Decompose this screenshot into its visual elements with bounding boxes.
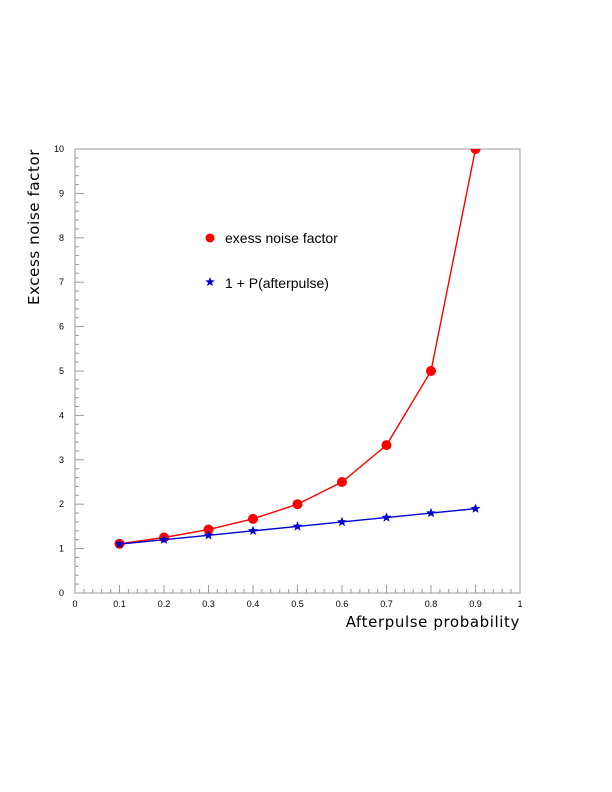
series-layer [114,149,481,549]
data-point-circle [248,513,258,524]
data-point-circle [337,477,347,487]
data-point-star [248,525,258,536]
data-point-star [381,512,392,522]
data-point-star [292,521,303,531]
series-excess-noise-factor [114,149,481,549]
x-tick-label: 0 [72,599,77,609]
data-point-circle [203,524,214,535]
data-point-circle [470,149,481,154]
x-tick-label: 0.8 [425,599,438,609]
legend-label-afterpulse: 1 + P(afterpulse) [225,275,329,291]
series-line [119,149,477,545]
x-tick-label: 1 [517,599,522,609]
legend: exess noise factor 1 + P(afterpulse) [205,230,338,291]
data-point-star [203,530,214,540]
y-tick-label: 4 [59,410,64,420]
y-tick-label: 9 [59,188,64,198]
data-point-circle [292,499,303,510]
data-point-star [426,507,436,518]
x-tick-label: 0.7 [380,599,393,609]
x-tick-label: 0.4 [247,599,260,609]
y-tick-label: 6 [59,322,64,332]
y-tick-label: 1 [59,544,64,554]
y-tick-label: 3 [59,455,64,465]
y-tick-label: 0 [59,588,64,598]
x-tick-label: 0.5 [291,599,304,609]
data-point-star [114,538,125,549]
series-one-plus-p-afterpulse [114,503,481,549]
data-point-circle [381,440,392,451]
y-tick-label: 2 [59,499,64,509]
x-axis-title: Afterpulse probability [346,613,520,631]
data-point-star [159,534,169,544]
data-point-circle [426,366,436,376]
x-tick-label: 0.9 [469,599,482,609]
legend-marker-circle [205,233,215,243]
x-tick-label: 0.1 [113,599,126,609]
legend-marker-star [205,277,215,287]
legend-label-excess-noise: exess noise factor [225,230,338,246]
y-axis: 0 1 2 3 4 5 6 7 8 9 10 [54,144,84,598]
y-tick-label: 10 [54,144,64,154]
data-point-star [470,503,481,513]
y-tick-label: 8 [59,233,64,243]
x-tick-label: 0.3 [202,599,215,609]
y-axis-title: Excess noise factor [25,149,43,305]
y-tick-label: 7 [59,277,64,287]
x-tick-label: 0.6 [336,599,349,609]
y-tick-label: 5 [59,366,64,376]
x-axis: 0 0.1 0.2 0.3 0.4 0.5 0.6 0.7 0.8 0.9 1 [72,585,523,609]
x-tick-label: 0.2 [158,599,171,609]
data-point-star [337,516,347,527]
